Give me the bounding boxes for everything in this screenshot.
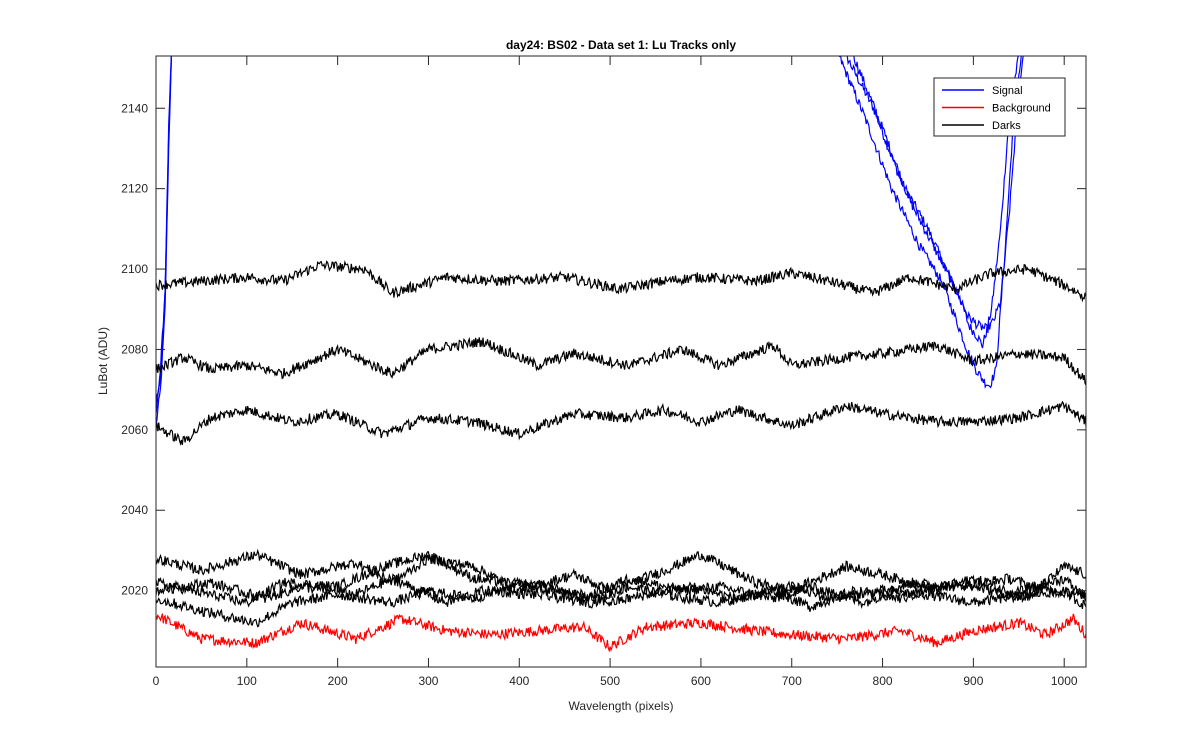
series-line-signal-0 [156,56,1019,425]
series-line-darks-5 [156,336,1086,386]
legend: Signal Background Darks [933,77,1066,137]
y-tick-label: 2140 [121,101,148,115]
y-tick-label: 2060 [121,423,148,437]
x-tick-label: 1000 [1051,674,1078,688]
series-line-signal-1 [156,56,1022,407]
y-tick-label: 2080 [121,342,148,356]
x-tick-label: 100 [237,674,257,688]
tick-layer: 0 100 200 300 400 500 600 700 800 900 1000 2020 2040… [121,56,1086,688]
x-tick-label: 600 [691,674,711,688]
series-line-signal-2 [156,56,1024,414]
series-line-darks-6 [156,400,1086,446]
legend-label-signal: Signal [992,85,1023,97]
x-tick-label: 700 [782,674,802,688]
legend-label-darks: Darks [992,120,1021,132]
series-line-darks-4 [156,260,1086,303]
x-axis-label: Wavelength (pixels) [569,699,674,713]
x-tick-label: 0 [153,674,160,688]
chart-title: day24: BS02 - Data set 1: Lu Tracks only [506,38,736,52]
x-tick-label: 800 [873,674,893,688]
y-tick-label: 2020 [121,584,148,598]
x-tick-label: 300 [418,674,438,688]
legend-label-background: Background [992,103,1051,115]
series-line-darks-10 [156,573,1086,612]
x-tick-label: 900 [963,674,983,688]
y-tick-label: 2040 [121,503,148,517]
axes-box [155,55,1087,668]
x-tick-label: 400 [509,674,529,688]
y-axis-label: LuBot (ADU) [96,327,110,395]
y-tick-label: 2100 [121,262,148,276]
series-layer [156,56,1086,653]
y-tick-label: 2120 [121,182,148,196]
series-line-background-3 [156,613,1086,653]
x-tick-label: 200 [328,674,348,688]
x-tick-label: 500 [600,674,620,688]
